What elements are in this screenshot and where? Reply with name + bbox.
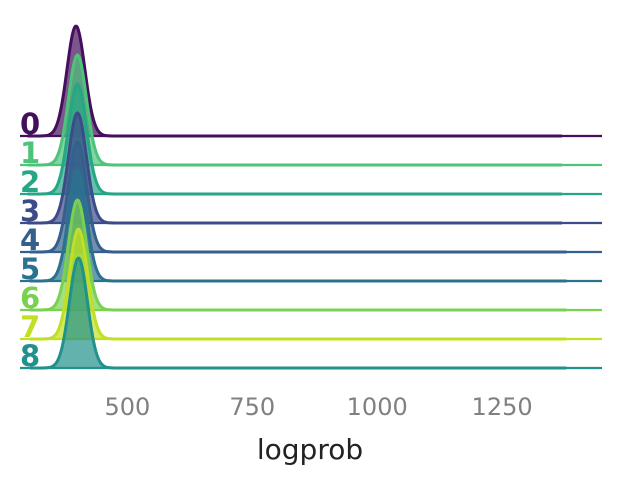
ridge-series-2	[20, 82, 602, 196]
ridge-line-2	[27, 82, 562, 196]
ridge-series-0	[20, 24, 602, 138]
row-label-8: 8	[20, 339, 40, 373]
x-tick-label: 1250	[472, 393, 533, 421]
row-label-0: 0	[20, 107, 40, 141]
row-label-6: 6	[20, 281, 40, 315]
x-tick-label: 1000	[347, 393, 408, 421]
ridge-area-5	[30, 171, 567, 281]
ridge-area-0	[27, 26, 562, 137]
row-label-3: 3	[20, 194, 40, 228]
x-tick-label: 750	[229, 393, 275, 421]
row-label-5: 5	[20, 252, 40, 286]
ridge-series-8	[20, 256, 602, 370]
row-label-7: 7	[20, 310, 40, 344]
ridge-line-0	[27, 24, 562, 138]
ridge-area-4	[30, 142, 567, 252]
ridge-area-2	[27, 84, 562, 194]
row-label-2: 2	[20, 165, 40, 199]
ridge-line-6	[30, 198, 567, 312]
ridge-area-1	[27, 55, 562, 165]
ridge-line-5	[30, 169, 567, 283]
ridge-group	[20, 24, 602, 370]
x-axis-ticks: 500 750 1000 1250	[104, 393, 532, 421]
ridge-series-7	[20, 227, 602, 341]
x-tick-label: 500	[104, 393, 150, 421]
ridge-line-4	[30, 140, 567, 254]
ridge-area-8	[30, 258, 567, 368]
ridge-series-1	[20, 53, 602, 167]
ridge-line-8	[30, 256, 567, 370]
ridge-line-7	[30, 227, 567, 341]
ridge-area-6	[30, 200, 567, 310]
ridge-line-1	[27, 53, 562, 167]
ridge-area-7	[30, 229, 567, 339]
row-label-1: 1	[20, 136, 40, 170]
ridge-series-5	[20, 169, 602, 283]
x-axis-label: logprob	[257, 433, 363, 466]
ridge-series-6	[20, 198, 602, 312]
ridge-line-3	[27, 111, 562, 225]
ridge-series-3	[20, 111, 602, 225]
ridge-area-3	[27, 113, 562, 223]
ridge-series-4	[20, 140, 602, 254]
row-label-4: 4	[20, 223, 40, 257]
